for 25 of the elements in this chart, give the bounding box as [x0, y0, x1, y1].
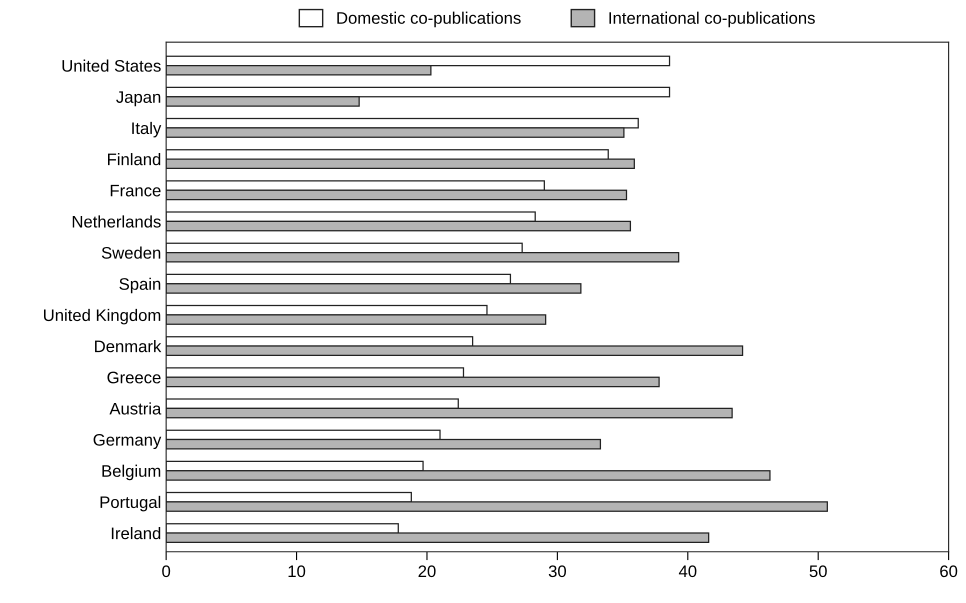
legend-label: Domestic co-publications — [337, 12, 521, 28]
y-tick-label: Finland — [108, 153, 160, 166]
x-tick-label: 20 — [418, 565, 436, 578]
y-tick-label: Germany — [94, 434, 162, 450]
legend-label: International co-publications — [609, 12, 815, 28]
x-tick-label: 0 — [162, 565, 170, 578]
x-tick-label: 50 — [810, 565, 827, 578]
y-tick-label: United Kingdom — [44, 308, 160, 324]
y-tick-label: Portugal — [100, 496, 160, 512]
x-tick-label: 10 — [288, 565, 306, 578]
y-tick-label: Denmark — [95, 340, 162, 352]
y-tick-label: Ireland — [112, 527, 160, 540]
y-tick-label: France — [110, 184, 161, 196]
x-tick-label: 30 — [548, 565, 566, 578]
x-tick-label: 60 — [940, 565, 958, 578]
y-tick-label: Austria — [109, 402, 162, 415]
y-tick-label: Japan — [116, 91, 160, 106]
y-tick-label: Greece — [107, 372, 161, 384]
x-tick-label: 40 — [678, 565, 696, 578]
y-tick-label: Italy — [132, 122, 162, 138]
y-tick-label: Belgium — [102, 464, 160, 480]
y-tick-label: Netherlands — [72, 215, 161, 228]
y-tick-label: Spain — [119, 278, 160, 294]
y-tick-label: United States — [62, 60, 161, 72]
y-tick-label: Sweden — [102, 246, 160, 259]
